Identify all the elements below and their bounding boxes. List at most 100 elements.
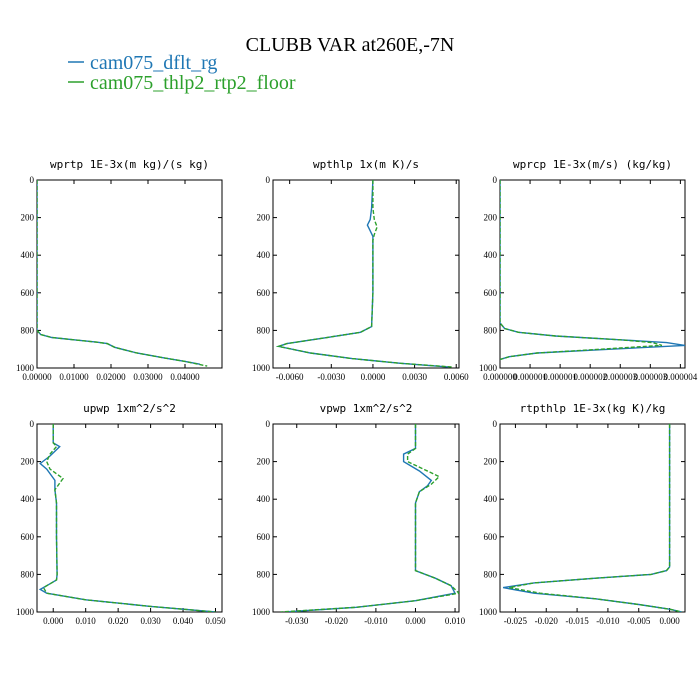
x-tick-label: 0.000001: [543, 372, 577, 382]
x-tick-label: 0.000: [659, 616, 680, 626]
series-line-dflt: [38, 424, 216, 612]
y-tick-label: 400: [21, 494, 35, 504]
x-tick-label: -0.010: [364, 616, 388, 626]
x-tick-label: -0.020: [325, 616, 349, 626]
y-tick-label: 0: [30, 419, 35, 429]
x-tick-label: 0.000000: [483, 372, 517, 382]
x-tick-label: -0.0030: [317, 372, 345, 382]
x-tick-label: 0.000002: [573, 372, 607, 382]
x-tick-label: 0.000001: [513, 372, 547, 382]
x-tick-label: 0.000003: [603, 372, 637, 382]
x-tick-label: -0.025: [504, 616, 528, 626]
x-tick-label: 0.0060: [444, 372, 469, 382]
y-tick-label: 1000: [252, 607, 271, 617]
panels: wprtp 1E-3x(m kg)/(s kg) 0 200 400 600 800 100…: [16, 158, 698, 626]
y-tick-label: 800: [484, 325, 498, 335]
series-line-dflt: [37, 180, 200, 365]
x-tick-label: -0.015: [565, 616, 589, 626]
y-tick-label: 400: [257, 494, 271, 504]
panel-title: wprcp 1E-3x(m/s) (kg/kg): [513, 158, 672, 171]
y-tick-label: 0: [266, 419, 271, 429]
panel-title: rtpthlp 1E-3x(kg K)/kg: [520, 402, 666, 415]
plot-frame: [499, 179, 686, 369]
y-tick-label: 1000: [479, 363, 498, 373]
series-line-dflt: [275, 180, 450, 368]
x-tick-label: 0.02000: [96, 372, 126, 382]
x-tick-label: 0.03000: [133, 372, 163, 382]
plot-frame: [36, 179, 223, 369]
x-tick-label: 0.0030: [402, 372, 427, 382]
panel-4: upwp 1xm^2/s^2 0 200 400 600 800 1000 0.000 0.01…: [16, 402, 226, 626]
y-tick-label: 200: [257, 213, 271, 223]
y-tick-label: 800: [484, 569, 498, 579]
panel-title: vpwp 1xm^2/s^2: [320, 402, 413, 415]
panel-title: wpthlp 1x(m K)/s: [313, 158, 419, 171]
y-tick-label: 0: [493, 175, 498, 185]
plot-frame: [272, 423, 460, 613]
x-tick-label: 0.020: [108, 616, 129, 626]
y-tick-label: 0: [266, 175, 271, 185]
y-tick-label: 600: [257, 532, 271, 542]
x-tick-label: 0.000003: [633, 372, 667, 382]
x-tick-label: 0.050: [205, 616, 226, 626]
panel-6: rtpthlp 1E-3x(kg K)/kg02004006008001000-…: [479, 402, 686, 626]
legend: cam075_dflt_rg cam075_thlp2_rtp2_floor: [68, 52, 296, 94]
y-tick-label: 600: [484, 532, 498, 542]
plot-frame: [36, 423, 223, 613]
y-tick-label: 200: [257, 457, 271, 467]
series-line-floor: [280, 424, 459, 612]
series-line-dflt: [284, 424, 457, 612]
panel-title: upwp 1xm^2/s^2: [83, 402, 176, 415]
series-line-dflt: [500, 180, 685, 361]
y-tick-label: 400: [257, 250, 271, 260]
y-tick-label: 600: [484, 288, 498, 298]
y-tick-label: 600: [21, 532, 35, 542]
y-tick-label: 600: [21, 288, 35, 298]
x-tick-label: 0.0000: [361, 372, 386, 382]
y-tick-label: 1000: [16, 607, 35, 617]
y-tick-label: 200: [21, 213, 35, 223]
x-tick-label: 0.000: [405, 616, 426, 626]
panel-3: wprcp 1E-3x(m/s) (kg/kg) 0 200 400 600 800 100…: [479, 158, 698, 382]
y-tick-label: 800: [21, 325, 35, 335]
x-tick-label: -0.010: [596, 616, 620, 626]
y-tick-label: 400: [484, 494, 498, 504]
y-tick-label: 800: [257, 325, 271, 335]
panel-title: wprtp 1E-3x(m kg)/(s kg): [50, 158, 209, 171]
y-tick-label: 0: [30, 175, 35, 185]
y-tick-label: 600: [257, 288, 271, 298]
series-line-floor: [509, 424, 683, 612]
y-tick-label: 800: [21, 569, 35, 579]
x-tick-label: -0.005: [627, 616, 651, 626]
x-tick-label: -0.0060: [276, 372, 304, 382]
x-tick-label: 0.01000: [59, 372, 89, 382]
plot-frame: [272, 179, 460, 369]
panel-5: vpwp 1xm^2/s^2 0 200 400 600 800 1000 -0.030 -0.…: [252, 402, 466, 626]
x-tick-label: 0.010: [445, 616, 466, 626]
y-tick-label: 0: [493, 419, 498, 429]
legend-label-floor: cam075_thlp2_rtp2_floor: [90, 72, 296, 94]
x-tick-label: 0.000: [43, 616, 64, 626]
legend-label-dflt: cam075_dflt_rg: [90, 52, 217, 74]
y-tick-label: 1000: [479, 607, 498, 617]
x-tick-label: -0.020: [535, 616, 559, 626]
x-tick-label: -0.030: [285, 616, 309, 626]
figure-title: CLUBB VAR at260E,-7N: [246, 34, 455, 56]
x-tick-label: 0.030: [140, 616, 161, 626]
x-tick-label: 0.000004: [664, 372, 698, 382]
x-tick-label: 0.040: [173, 616, 194, 626]
y-tick-label: 400: [484, 250, 498, 260]
y-tick-label: 200: [21, 457, 35, 467]
series-line-floor: [37, 180, 208, 367]
series-line-floor: [275, 180, 454, 368]
y-tick-label: 800: [257, 569, 271, 579]
series-line-floor: [500, 180, 663, 361]
x-tick-label: 0.00000: [22, 372, 52, 382]
y-tick-label: 1000: [252, 363, 271, 373]
y-tick-label: 200: [484, 457, 498, 467]
y-tick-label: 200: [484, 213, 498, 223]
panel-2: wpthlp 1x(m K)/s 0 200 400 600 800 1000 -0.0060…: [252, 158, 469, 382]
y-tick-label: 400: [21, 250, 35, 260]
panel-1: wprtp 1E-3x(m kg)/(s kg) 0 200 400 600 800 100…: [16, 158, 223, 382]
